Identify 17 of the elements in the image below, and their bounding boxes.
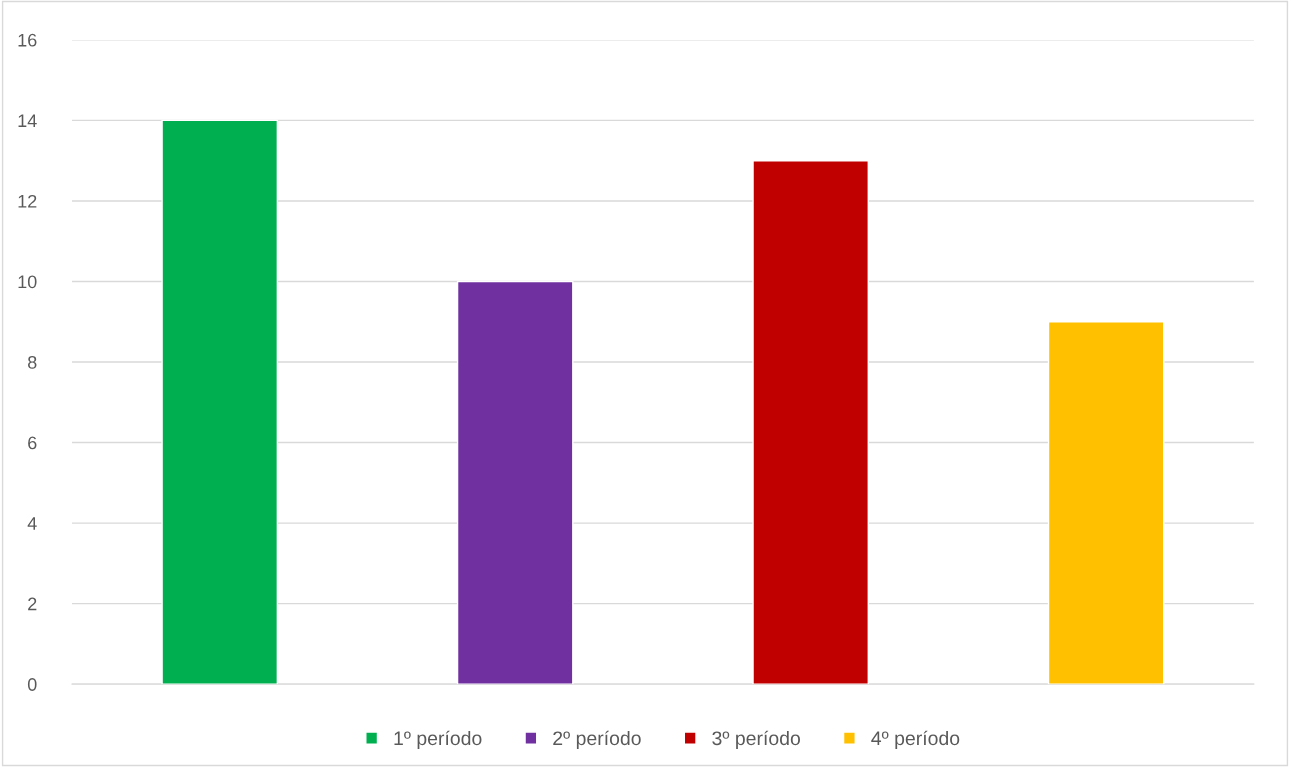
y-tick-label: 16 [18,33,37,47]
y-tick-label: 14 [18,114,37,127]
y-tick-label: 8 [28,355,37,369]
bar [1047,321,1165,685]
legend-label: 1º período [394,730,482,750]
bar [161,119,279,685]
y-tick-label: 2 [28,597,37,611]
y-tick-label: 4 [27,517,37,530]
y-tick-label: 0 [27,678,37,691]
y-tick-label: 6 [28,436,37,450]
legend-label: 3º período [712,730,800,750]
bar [752,159,869,685]
y-tick-label: 12 [18,194,37,208]
y-tick-label: 10 [18,275,37,289]
legend-label: 4º período [871,730,960,750]
legend-label: 2º período [553,730,641,750]
bar [456,280,574,685]
